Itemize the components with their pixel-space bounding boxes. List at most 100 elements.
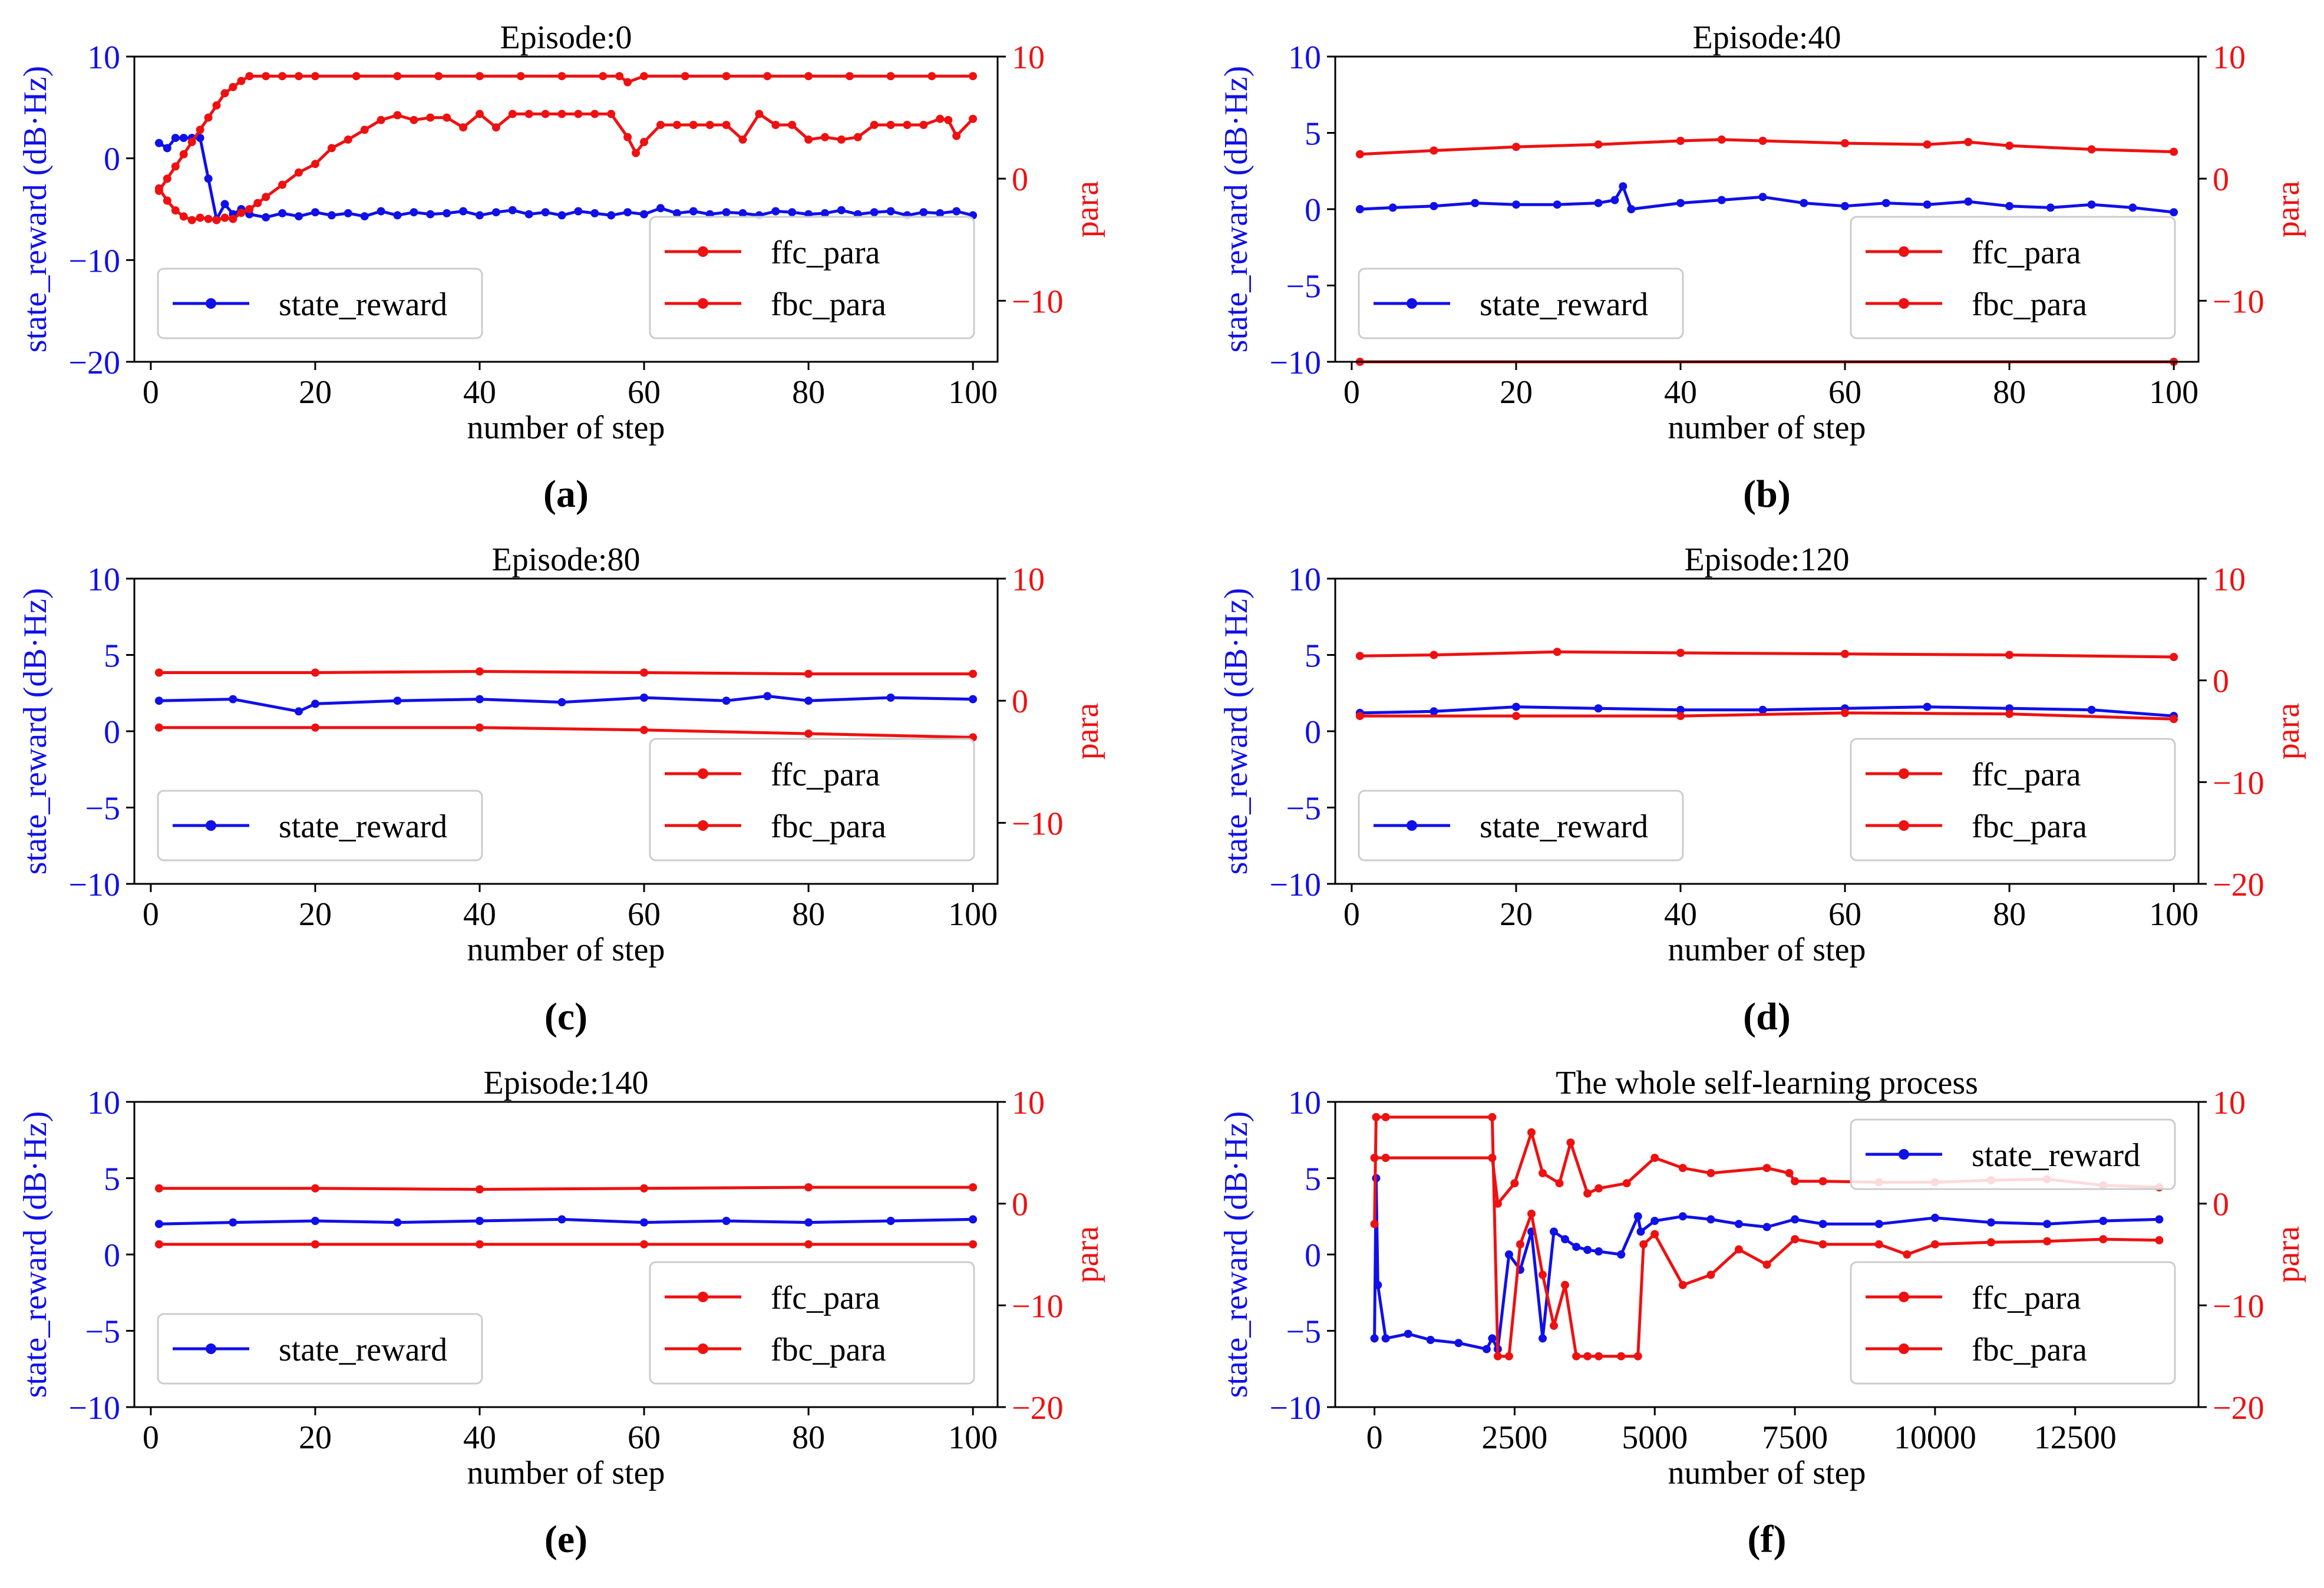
data-point-fbc_para: [1430, 146, 1438, 155]
y-tick-label: 5: [1305, 116, 1321, 153]
data-point-fbc_para: [1678, 1164, 1687, 1173]
data-point-fbc_para: [1717, 135, 1726, 144]
data-point-ffc_para: [1372, 1112, 1381, 1121]
data-point-state_reward: [311, 1217, 319, 1225]
y-axis-label: state_reward (dB·Hz): [1218, 588, 1255, 875]
data-point-state_reward: [327, 211, 336, 220]
data-point-state_reward: [722, 208, 731, 217]
data-point-state_reward: [1627, 205, 1636, 213]
data-point-fbc_para: [179, 212, 188, 221]
legend-label-fbc_para: fbc_para: [771, 286, 886, 323]
data-point-fbc_para: [163, 196, 171, 205]
legend-left: state_reward: [157, 790, 483, 861]
data-point-state_reward: [163, 144, 171, 153]
y-tick-label: −10: [1269, 1390, 1321, 1427]
legend-label-fbc_para: fbc_para: [1972, 286, 2087, 323]
data-point-ffc_para: [1370, 1220, 1379, 1229]
data-point-state_reward: [804, 1218, 813, 1227]
data-point-fbc_para: [2005, 651, 2014, 659]
data-point-fbc_para: [936, 114, 945, 123]
data-point-state_reward: [607, 211, 616, 220]
x-tick-label: 20: [1500, 896, 1533, 933]
data-point-ffc_para: [969, 72, 978, 81]
legend-marker-state_reward: [206, 298, 216, 309]
y2-axis-label: para: [2270, 181, 2306, 238]
data-point-ffc_para: [245, 72, 254, 81]
data-point-state_reward: [1430, 202, 1438, 210]
legend-box: [1850, 738, 2176, 861]
data-point-ffc_para: [1678, 1280, 1687, 1289]
data-point-state_reward: [1561, 1235, 1569, 1244]
data-point-state_reward: [1583, 1246, 1592, 1254]
data-point-state_reward: [1617, 1250, 1626, 1259]
data-point-state_reward: [1471, 199, 1480, 207]
data-point-state_reward: [886, 1217, 895, 1225]
data-point-state_reward: [524, 210, 533, 219]
data-point-state_reward: [722, 1217, 731, 1225]
x-tick-label: 12500: [2034, 1419, 2117, 1456]
y-tick-label: 0: [104, 1237, 120, 1274]
data-point-ffc_para: [1639, 1240, 1648, 1249]
data-point-ffc_para: [187, 138, 196, 146]
data-point-state_reward: [886, 694, 895, 702]
data-point-state_reward: [491, 208, 500, 217]
data-point-state_reward: [229, 1218, 237, 1227]
data-point-state_reward: [1650, 1217, 1659, 1225]
data-point-ffc_para: [1676, 712, 1685, 721]
legend-marker-state_reward: [206, 1343, 216, 1354]
data-point-fbc_para: [344, 135, 352, 144]
data-point-state_reward: [476, 211, 484, 220]
data-point-state_reward: [2099, 1217, 2108, 1225]
data-point-fbc_para: [2087, 145, 2096, 154]
x-axis-label: number of step: [467, 932, 665, 968]
y-axis-label: state_reward (dB·Hz): [17, 588, 54, 875]
legend-left: state_reward: [157, 1313, 483, 1385]
data-point-state_reward: [1370, 1334, 1379, 1343]
y-tick-label: −10: [1269, 345, 1321, 381]
data-point-ffc_para: [1527, 1209, 1536, 1218]
x-tick-label: 0: [1343, 374, 1360, 411]
data-point-state_reward: [969, 1215, 978, 1224]
data-point-ffc_para: [1572, 1352, 1581, 1361]
data-point-ffc_para: [1617, 1352, 1626, 1361]
x-tick-label: 60: [1828, 896, 1861, 933]
chart-title: Episode:80: [492, 542, 641, 578]
data-point-state_reward: [1758, 193, 1767, 202]
data-point-state_reward: [952, 207, 961, 216]
data-point-state_reward: [1758, 705, 1767, 714]
legend-box: [1358, 268, 1684, 339]
data-point-fbc_para: [574, 110, 583, 118]
data-point-ffc_para: [804, 1240, 813, 1249]
data-point-fbc_para: [220, 213, 229, 222]
data-point-ffc_para: [1355, 712, 1364, 721]
legend-left: state_reward: [157, 268, 483, 339]
legend-box: [1850, 216, 2176, 339]
x-tick-label: 40: [463, 1419, 496, 1456]
data-point-state_reward: [377, 207, 385, 216]
y-tick-label: −5: [85, 1314, 120, 1351]
y2-tick-label: 10: [1012, 39, 1045, 76]
data-point-ffc_para: [1762, 1260, 1771, 1269]
data-point-state_reward: [171, 134, 180, 143]
data-point-state_reward: [410, 208, 418, 217]
legend-label-fbc_para: fbc_para: [1972, 1332, 2087, 1368]
data-point-fbc_para: [393, 111, 402, 120]
data-point-ffc_para: [476, 72, 484, 81]
legend-label-ffc_para: ffc_para: [1972, 1280, 2081, 1316]
data-point-fbc_para: [1594, 140, 1603, 149]
data-point-ffc_para: [763, 72, 772, 81]
data-point-ffc_para: [640, 1240, 648, 1249]
data-point-state_reward: [154, 1220, 163, 1229]
y-tick-label: 10: [87, 39, 120, 76]
x-tick-label: 20: [299, 1419, 332, 1456]
data-point-state_reward: [1594, 199, 1603, 207]
data-point-fbc_para: [1964, 138, 1973, 146]
data-point-fbc_para: [237, 209, 246, 217]
data-point-state_reward: [1610, 196, 1619, 204]
data-point-state_reward: [295, 212, 303, 221]
data-point-state_reward: [1841, 202, 1849, 210]
data-point-fbc_para: [245, 205, 254, 213]
data-point-state_reward: [1800, 199, 1808, 207]
data-point-ffc_para: [1650, 1230, 1659, 1239]
data-point-fbc_para: [1923, 140, 1932, 149]
